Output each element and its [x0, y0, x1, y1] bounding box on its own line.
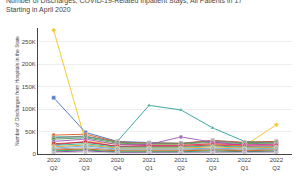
- svg-text:2021Q3: 2021Q3: [206, 157, 220, 171]
- svg-text:Number of Discharges from Hosp: Number of Discharges from Hospitals in t…: [14, 36, 20, 146]
- svg-text:100K: 100K: [22, 106, 36, 112]
- svg-text:2020Q4: 2020Q4: [111, 157, 125, 171]
- svg-text:2022Q2: 2022Q2: [270, 157, 284, 171]
- svg-text:0: 0: [32, 151, 36, 157]
- svg-text:150K: 150K: [22, 84, 36, 90]
- svg-text:2021Q1: 2021Q1: [142, 157, 156, 171]
- svg-text:250K: 250K: [22, 39, 36, 45]
- svg-text:Number of Discharges, COVID-19: Number of Discharges, COVID-19-Related I…: [6, 0, 242, 14]
- svg-text:50K: 50K: [25, 129, 36, 135]
- svg-text:2022Q1: 2022Q1: [238, 157, 252, 171]
- svg-text:2020Q3: 2020Q3: [79, 157, 93, 171]
- svg-text:2020Q2: 2020Q2: [47, 157, 61, 171]
- svg-text:200K: 200K: [22, 61, 36, 67]
- svg-text:2021Q2: 2021Q2: [174, 157, 188, 171]
